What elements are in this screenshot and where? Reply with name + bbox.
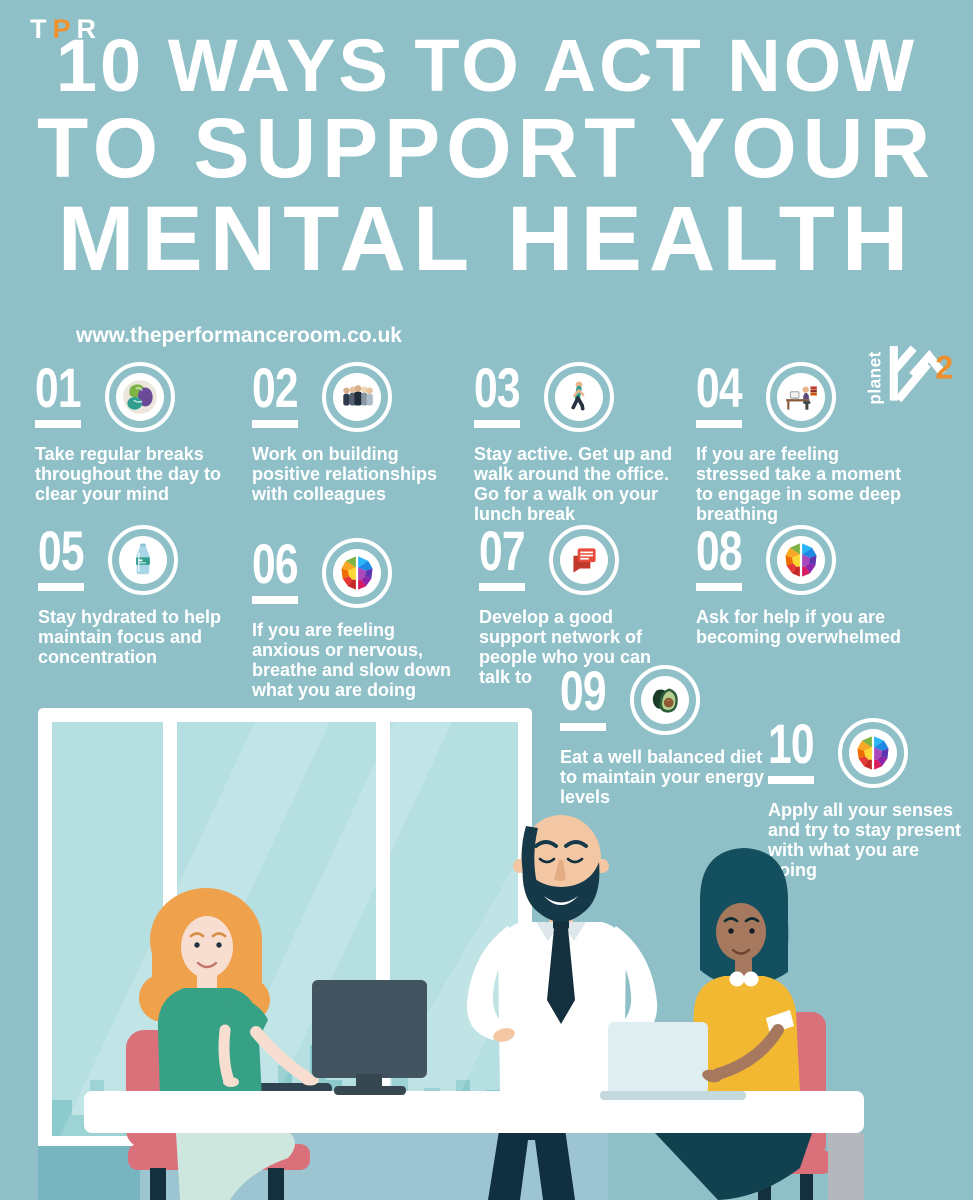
planet-k2-superscript: 2 [935,349,953,385]
chat-bubbles-icon [573,548,596,573]
person-woman-green [139,888,319,1200]
tip-10-number: 10 [768,712,815,775]
title-line-2: TO SUPPORT YOUR [36,100,937,195]
colorful-brain-icon [785,543,817,577]
avocado-icon [653,688,679,713]
tip-01-circle [105,362,176,432]
tip-06-circle [322,538,393,608]
tip-03-circle [544,362,615,432]
tip-09-text: Eat a well balanced diet to maintain you… [560,747,765,808]
tip-02-underline [252,419,298,428]
tip-08-circle [766,525,837,595]
planet-k2-word: planet [865,351,885,405]
tpr-logo: TPR [30,14,102,45]
tip-07-circle [549,525,620,595]
tip-02-circle [322,362,393,432]
tip-07-underline [479,582,525,591]
tip-02-text: Work on building positive relationships … [252,444,438,505]
tip-07-text: Develop a good support network of people… [479,607,652,688]
tpr-letter-p: P [52,14,77,44]
tip-08: 08 [696,519,921,648]
planet-k2-logo: planet 2 [856,334,968,445]
tip-04-circle [766,362,837,432]
tip-03-text: Stay active. Get up and walk around the … [474,444,673,525]
tip-01: 01 Take regular breaks throughout the da… [35,356,230,505]
tip-03: 03 Stay active. Get up and walk around t… [474,356,682,525]
tip-10-circle [838,718,909,788]
tip-06-underline [252,595,298,604]
tip-09-circle [630,665,701,735]
desk-side [828,1133,864,1200]
tip-01-underline [35,419,81,428]
tip-05-number: 05 [38,519,85,582]
tip-09: 09 Eat a well balanced diet to maintain … [560,659,778,808]
tip-02: 02 Work on building positive relationshi… [252,356,452,505]
tip-04-underline [696,419,742,428]
planet-k2-logo-graphic: planet 2 [865,345,953,405]
tip-08-underline [696,582,742,591]
tip-03-number: 03 [474,356,521,419]
title-line-1: 10 WAYS TO ACT NOW [55,24,918,107]
colorful-brain-icon [341,556,373,590]
tpr-letter-r: R [76,14,103,44]
tpr-letter-t: T [30,14,53,44]
tip-07-number: 07 [479,519,526,582]
tip-02-number: 02 [252,356,299,419]
tip-06-number: 06 [252,532,299,595]
tip-05: 05 Stay hydrated to help maintain focus … [38,519,236,668]
desk-top [84,1091,864,1133]
brain-swirl-icon [123,380,158,414]
laptop [600,1022,746,1100]
colorful-brain-icon [857,736,889,770]
tip-06-text: If you are feeling anxious or nervous, b… [252,620,452,701]
walking-person-icon [571,381,585,411]
tip-08-number: 08 [696,519,743,582]
poster-title: 10 WAYS TO ACT NOW TO SUPPORT YOUR MENTA… [0,24,973,291]
tip-03-underline [474,419,520,428]
water-bottle-icon [136,543,151,575]
woman-yellow-forearm [702,1010,794,1083]
title-line-3: MENTAL HEALTH [57,188,916,291]
tip-07: 07 Develop a good support network of peo… [479,519,684,688]
tip-04-number: 04 [696,356,743,419]
tip-01-text: Take regular breaks throughout the day t… [35,444,221,505]
person-woman-yellow [655,848,812,1200]
desk-worker-icon [786,386,818,410]
tip-09-underline [560,722,606,731]
tip-09-number: 09 [560,659,607,722]
tip-05-text: Stay hydrated to help maintain focus and… [38,607,222,668]
tip-04: 04 If you are feeling stres [696,356,918,525]
tip-05-circle [108,525,179,595]
office-illustration [0,700,973,1200]
tip-10-underline [768,775,814,784]
colleagues-group-icon [343,385,374,406]
tip-05-underline [38,582,84,591]
tip-04-text: If you are feeling stressed take a momen… [696,444,902,525]
tip-08-text: Ask for help if you are becoming overwhe… [696,607,902,648]
website-url: www.theperformanceroom.co.uk [76,324,402,347]
tip-06: 06 [252,532,467,701]
computer-monitor [312,980,427,1095]
tip-01-number: 01 [35,356,82,419]
